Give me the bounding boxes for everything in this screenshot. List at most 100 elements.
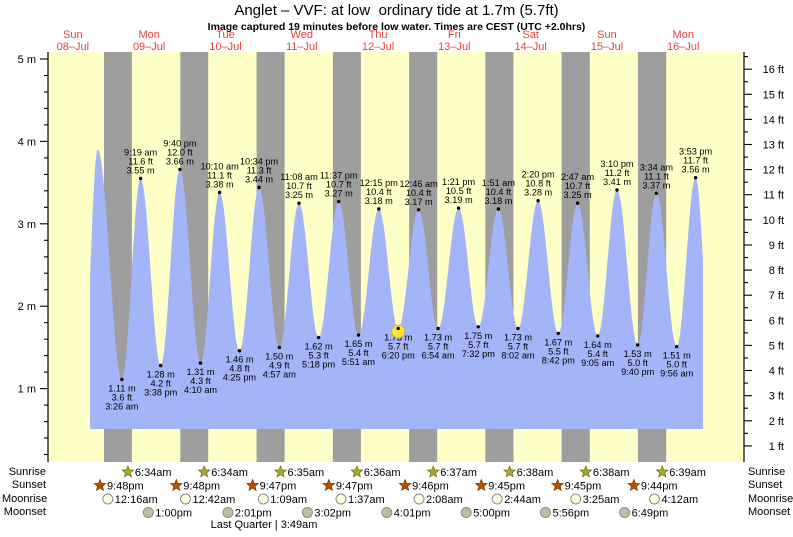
- moon-phase-label: Last Quarter | 3:49am: [210, 519, 318, 531]
- right-axis-tick-label: 3 ft: [769, 391, 784, 403]
- moonset-time-label: 6:49pm: [632, 508, 669, 520]
- sunrise-star-icon: [121, 465, 135, 478]
- tide-point-dot: [516, 326, 520, 331]
- sunrise-time-label: 6:37am: [440, 467, 477, 479]
- tide-point-dot: [377, 207, 381, 211]
- left-axis-tick-label: 4 m: [18, 136, 36, 148]
- sunset-star-icon: [169, 478, 183, 492]
- moonset-icon: [619, 507, 631, 518]
- moonrise-icon: [180, 493, 191, 505]
- moonrise-row-label-left: Moonrise: [2, 492, 48, 505]
- sunset-time-label: 9:48pm: [183, 481, 220, 493]
- tide-point-dot: [277, 345, 281, 350]
- tide-point-dot: [476, 325, 480, 329]
- left-axis-tick-label: 5 m: [18, 54, 36, 66]
- day-weekday-label: Sun: [63, 29, 83, 41]
- sunrise-star-icon: [426, 465, 440, 478]
- low-tide-annotation: 6:20 pm: [382, 350, 416, 360]
- left-axis-tick-label: 1 m: [18, 384, 36, 396]
- high-tide-annotation: 10.4 ft: [486, 187, 512, 197]
- tide-point-dot: [575, 201, 580, 205]
- sunrise-time-label: 6:38am: [593, 467, 630, 479]
- low-tide-annotation: 4.3 ft: [190, 376, 211, 386]
- moonset-time-label: 5:00pm: [473, 508, 510, 520]
- low-tide-annotation: 3.6 ft: [112, 393, 133, 403]
- sunset-time-label: 9:46pm: [412, 481, 449, 493]
- sunrise-star-icon: [197, 465, 211, 478]
- high-tide-annotation: 2:20 pm: [521, 170, 555, 180]
- sunset-star-icon: [322, 478, 336, 492]
- low-tide-annotation: 9:40 pm: [621, 367, 655, 377]
- right-axis-tick-label: 16 ft: [763, 64, 784, 76]
- day-date-label: 12–Jul: [362, 41, 394, 53]
- right-axis-tick-label: 8 ft: [769, 265, 784, 277]
- tide-point-dot: [316, 335, 321, 340]
- low-tide-annotation: 1.65 m: [344, 339, 372, 349]
- day-weekday-label: Sat: [522, 29, 539, 41]
- high-tide-annotation: 12:46 am: [399, 179, 438, 189]
- high-tide-annotation: 10.7 ft: [565, 181, 591, 191]
- low-tide-annotation: 5.4 ft: [348, 348, 369, 358]
- high-tide-annotation: 10.4 ft: [366, 187, 392, 197]
- tide-point-dot: [237, 349, 242, 353]
- high-tide-annotation: 3.25 m: [285, 190, 313, 200]
- sunrise-time-label: 6:35am: [288, 467, 325, 479]
- moonset-time-label: 2:01pm: [235, 508, 272, 520]
- moonset-icon: [301, 507, 313, 518]
- moonset-icon: [381, 507, 393, 518]
- sunrise-row-label-left: Sunrise: [8, 465, 46, 478]
- high-tide-annotation: 2:47 am: [561, 172, 595, 182]
- right-axis-tick-label: 5 ft: [769, 340, 784, 352]
- moonset-time-label: 1:00pm: [155, 508, 192, 520]
- sunrise-star-icon: [579, 465, 593, 478]
- moonrise-time-label: 1:37am: [348, 494, 385, 506]
- low-tide-annotation: 8:02 am: [501, 350, 535, 360]
- tide-point-dot: [138, 176, 143, 181]
- high-tide-annotation: 3.55 m: [127, 166, 155, 176]
- day-date-label: 16–Jul: [667, 41, 699, 53]
- right-axis-tick-label: 2 ft: [769, 416, 784, 428]
- day-weekday-label: Tue: [216, 29, 235, 41]
- low-tide-annotation: 3:38 pm: [144, 388, 178, 398]
- tide-point-dot: [536, 199, 540, 203]
- moonrise-icon: [257, 493, 269, 505]
- sunrise-star-icon: [273, 465, 288, 478]
- moonset-time-label: 5:56pm: [553, 508, 590, 520]
- sunset-star-icon: [550, 478, 565, 492]
- low-tide-annotation: 4:25 pm: [223, 373, 257, 383]
- sunrise-time-label: 6:39am: [669, 467, 706, 479]
- tide-point-dot: [337, 199, 341, 204]
- tide-point-dot: [615, 188, 619, 192]
- low-tide-annotation: 1.28 m: [147, 370, 175, 380]
- high-tide-annotation: 1:21 pm: [442, 177, 476, 187]
- tide-point-dot: [297, 201, 301, 205]
- low-tide-annotation: 5.3 ft: [308, 351, 329, 361]
- high-tide-annotation: 9:40 pm: [163, 138, 197, 148]
- low-tide-annotation: 4.2 ft: [150, 379, 171, 389]
- low-tide-annotation: 1.62 m: [305, 342, 333, 352]
- moonset-icon: [142, 507, 154, 518]
- low-tide-annotation: 1.11 m: [108, 384, 136, 394]
- low-tide-annotation: 5.0 ft: [627, 358, 648, 368]
- high-tide-annotation: 10.5 ft: [446, 186, 472, 196]
- day-date-label: 13–Jul: [438, 41, 470, 53]
- tide-point-dot: [217, 190, 222, 195]
- high-tide-annotation: 3.44 m: [245, 175, 273, 185]
- high-tide-annotation: 3.37 m: [642, 180, 670, 190]
- sunset-star-icon: [398, 478, 412, 492]
- high-tide-annotation: 10.4 ft: [406, 188, 432, 198]
- moonrise-icon: [102, 493, 114, 505]
- low-tide-annotation: 5.4 ft: [587, 349, 608, 359]
- high-tide-annotation: 11.1 ft: [207, 171, 232, 181]
- day-date-label: 08–Jul: [57, 41, 89, 53]
- sunset-star-icon: [474, 478, 489, 492]
- right-axis-tick-label: 15 ft: [763, 89, 784, 101]
- right-axis-tick-label: 10 ft: [763, 215, 784, 227]
- day-weekday-label: Thu: [369, 29, 388, 41]
- moonset-row-label-left: Moonset: [3, 506, 46, 518]
- right-axis-tick-label: 4 ft: [769, 366, 784, 378]
- high-tide-annotation: 3.41 m: [603, 177, 631, 187]
- sunrise-time-label: 6:36am: [364, 467, 401, 479]
